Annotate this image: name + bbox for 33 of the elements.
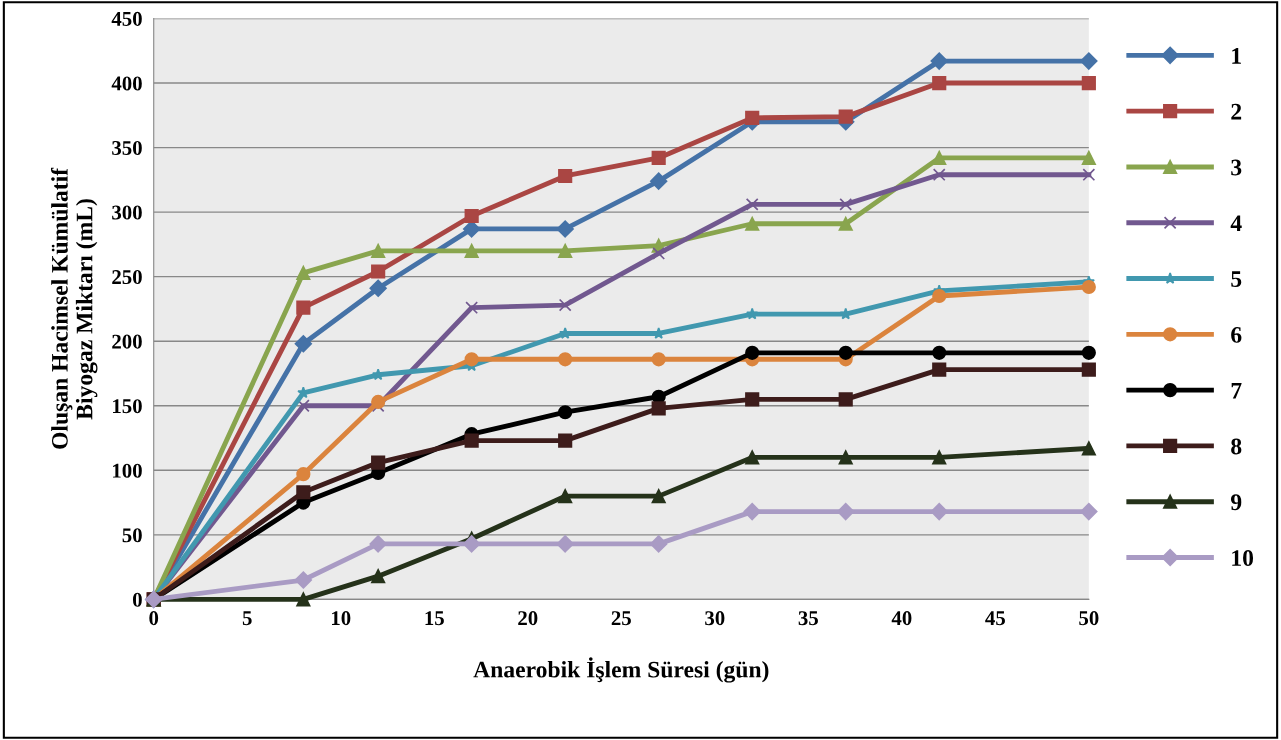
x-tick-label: 20	[518, 611, 538, 626]
y-axis-title: Oluşan Hacimsel Kümülatif Biyogaz Miktarı (mL)	[50, 167, 98, 449]
x-tick-label: 15	[425, 611, 444, 626]
x-tick-label: 40	[891, 611, 912, 626]
legend-label: 2	[1231, 103, 1242, 120]
legend-label: 3	[1231, 159, 1242, 176]
y-tick-label: 100	[113, 463, 142, 478]
x-tick-label: 30	[705, 611, 725, 626]
x-tick-label: 25	[611, 611, 631, 626]
legend-label: 9	[1230, 494, 1242, 511]
y-tick-label: 200	[112, 334, 142, 349]
legend-label: 5	[1231, 271, 1242, 288]
legend-label: 4	[1230, 215, 1242, 232]
y-tick-label: 0	[132, 592, 142, 607]
legend-label: 10	[1232, 550, 1254, 566]
y-tick-label: 300	[112, 205, 142, 220]
x-tick-label: 35	[798, 611, 818, 626]
legend-label: 6	[1231, 326, 1242, 343]
y-tick-label: 50	[122, 528, 142, 543]
y-tick-label: 150	[113, 399, 142, 414]
y-tick-label: 350	[112, 140, 142, 156]
legend-label: 7	[1231, 382, 1242, 399]
legend-label: 8	[1231, 438, 1242, 455]
x-axis-title: Anaerobik İşlem Süresi (gün)	[473, 657, 769, 683]
y-tick-label: 450	[111, 11, 142, 26]
x-tick-label: 10	[332, 611, 351, 626]
x-tick-label: 5	[242, 611, 252, 626]
x-tick-label: 0	[149, 611, 159, 626]
legend-label: 1	[1232, 48, 1241, 64]
x-tick-label: 45	[985, 611, 1005, 626]
x-tick-label: 50	[1079, 611, 1099, 626]
y-tick-label: 400	[111, 76, 142, 91]
y-tick-label: 250	[112, 270, 142, 285]
